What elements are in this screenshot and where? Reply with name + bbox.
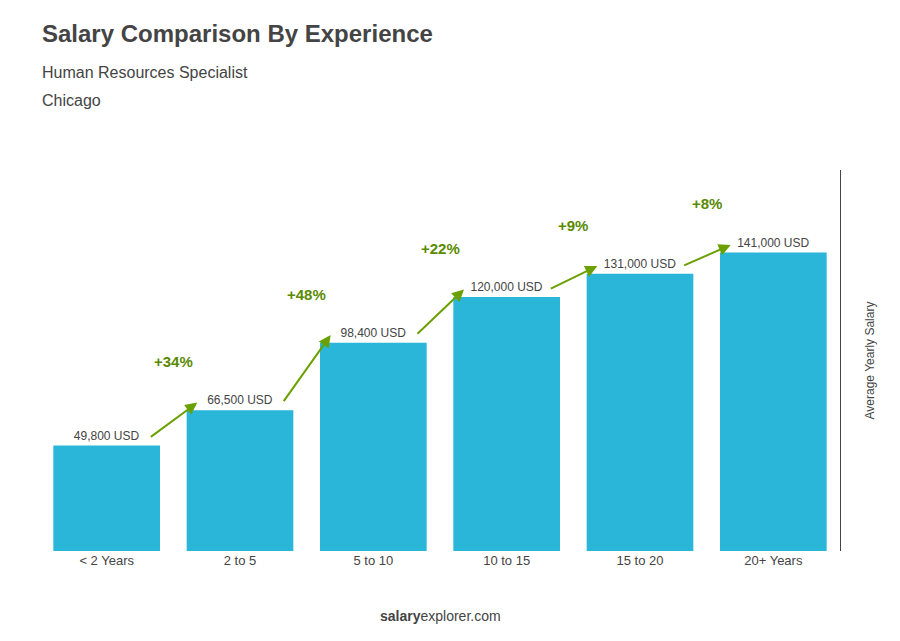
svg-text:+34%: +34% xyxy=(154,353,193,370)
svg-text:120,000 USD: 120,000 USD xyxy=(470,280,542,294)
svg-text:Chicago: Chicago xyxy=(42,92,101,109)
svg-text:131,000 USD: 131,000 USD xyxy=(604,257,676,271)
svg-text:141,000 USD: 141,000 USD xyxy=(737,236,809,250)
svg-text:Average Yearly Salary: Average Yearly Salary xyxy=(863,302,877,420)
svg-text:5 to 10: 5 to 10 xyxy=(353,553,393,568)
svg-text:20+ Years: 20+ Years xyxy=(744,553,803,568)
svg-text:2 to 5: 2 to 5 xyxy=(224,553,257,568)
svg-text:10 to 15: 10 to 15 xyxy=(483,553,530,568)
svg-text:+22%: +22% xyxy=(421,240,460,257)
svg-text:66,500 USD: 66,500 USD xyxy=(207,393,273,407)
svg-text:+9%: +9% xyxy=(558,217,588,234)
svg-text:+8%: +8% xyxy=(692,195,722,212)
svg-text:Human Resources Specialist: Human Resources Specialist xyxy=(42,64,248,81)
svg-text:Salary Comparison By Experienc: Salary Comparison By Experience xyxy=(42,20,433,47)
svg-text:49,800 USD: 49,800 USD xyxy=(74,429,140,443)
svg-text:98,400 USD: 98,400 USD xyxy=(340,326,406,340)
svg-text:< 2 Years: < 2 Years xyxy=(79,553,134,568)
svg-text:salaryexplorer.com: salaryexplorer.com xyxy=(380,608,501,624)
svg-text:+48%: +48% xyxy=(287,286,326,303)
svg-text:15 to 20: 15 to 20 xyxy=(617,553,664,568)
